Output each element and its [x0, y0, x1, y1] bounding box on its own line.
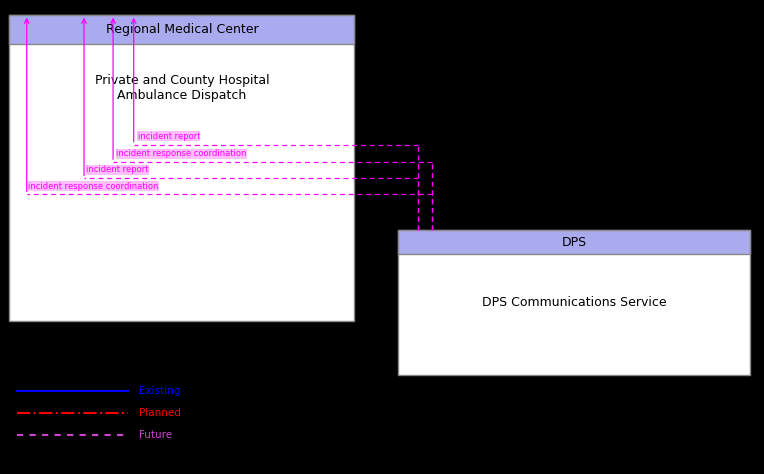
Text: incident response coordination: incident response coordination: [116, 149, 247, 158]
Text: Future: Future: [139, 429, 172, 440]
Text: Existing: Existing: [139, 386, 180, 396]
Bar: [398, 230, 750, 254]
Text: DPS Communications Service: DPS Communications Service: [482, 296, 666, 309]
Text: Private and County Hospital
Ambulance Dispatch: Private and County Hospital Ambulance Di…: [95, 74, 269, 102]
Text: incident response coordination: incident response coordination: [28, 182, 159, 191]
Text: Regional Medical Center: Regional Medical Center: [105, 23, 258, 36]
Bar: [9, 15, 354, 44]
Text: incident report: incident report: [86, 165, 149, 174]
Bar: [9, 15, 354, 321]
Text: DPS: DPS: [562, 236, 587, 249]
Bar: [398, 230, 750, 375]
Text: Planned: Planned: [139, 408, 181, 418]
Text: incident report: incident report: [138, 132, 200, 141]
